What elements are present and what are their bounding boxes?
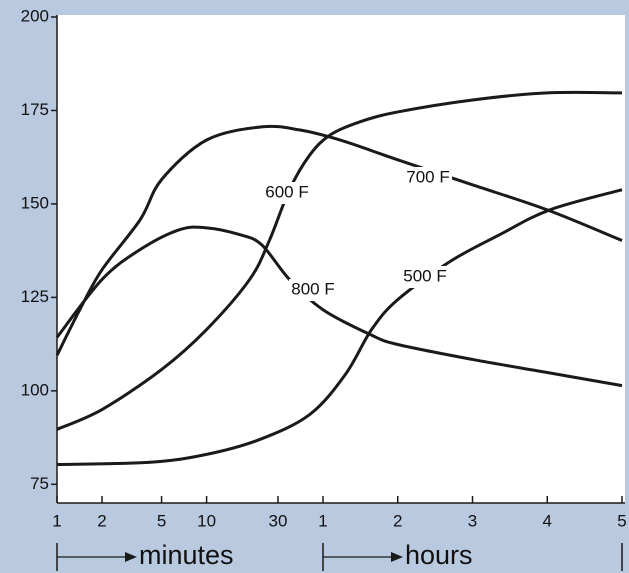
- x-tick-label: 2: [393, 511, 402, 530]
- curve-label: 600 F: [265, 182, 308, 201]
- x-tick-label: 3: [468, 511, 477, 530]
- y-tick-label: 150: [21, 193, 49, 212]
- curve-label: 500 F: [403, 266, 446, 285]
- curve-label: 800 F: [291, 279, 334, 298]
- curve-label-bg: [404, 167, 452, 189]
- x-unit-label: hours: [405, 540, 473, 570]
- y-tick-label: 125: [21, 287, 49, 306]
- x-tick-label: 10: [197, 511, 216, 530]
- x-tick-label: 30: [269, 511, 288, 530]
- y-tick-label: 100: [21, 380, 49, 399]
- x-tick-label: 1: [318, 511, 327, 530]
- y-tick-label: 175: [21, 100, 49, 119]
- curve: [55, 124, 623, 357]
- x-unit-label: minutes: [139, 540, 234, 570]
- x-tick-label: 4: [543, 511, 552, 530]
- x-tick-label: 5: [617, 511, 626, 530]
- curve-label: 700 F: [406, 167, 449, 186]
- y-tick-label: 75: [30, 474, 49, 493]
- curve-label-bg: [263, 182, 311, 204]
- y-tick-label: 200: [21, 6, 49, 25]
- span-arrowhead: [125, 552, 137, 562]
- span-arrowhead: [391, 552, 403, 562]
- x-tick-label: 5: [157, 511, 166, 530]
- curve: [56, 90, 623, 431]
- x-tick-label: 1: [52, 511, 61, 530]
- curve: [56, 188, 623, 466]
- x-tick-label: 2: [97, 511, 106, 530]
- curve-label-bg: [289, 279, 337, 301]
- curve-label-bg: [401, 266, 449, 288]
- curve: [55, 225, 623, 388]
- plot-area: [57, 15, 625, 503]
